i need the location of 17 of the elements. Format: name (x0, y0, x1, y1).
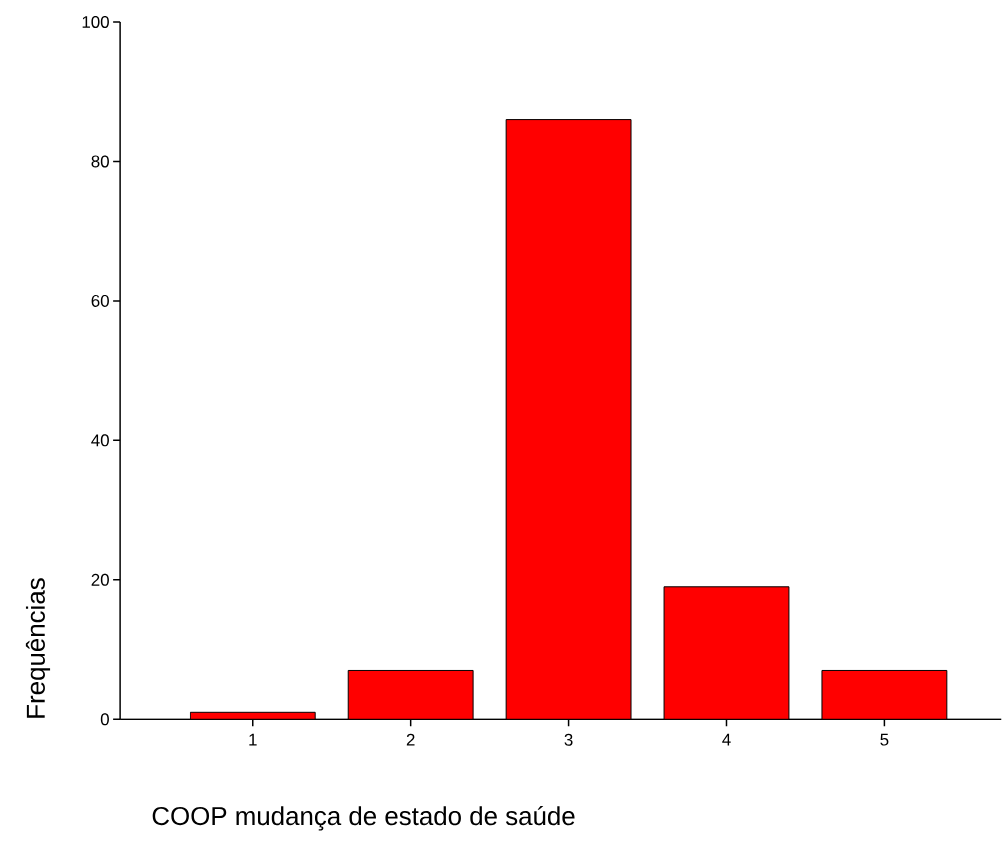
x-axis-title: COOP mudança de estado de saúde (152, 805, 575, 831)
y-tick-label: 80 (91, 155, 109, 168)
x-tick-label: 4 (722, 733, 731, 746)
x-tick-label: 1 (249, 733, 257, 746)
x-tick-label: 5 (880, 733, 889, 746)
bar (663, 586, 790, 720)
bar (347, 669, 474, 720)
x-tick-label: 2 (406, 733, 415, 746)
y-tick-label: 60 (91, 294, 109, 307)
y-tick-label: 100 (82, 15, 109, 28)
y-tick-label: 20 (91, 573, 109, 586)
y-axis-title: Frequências (25, 578, 51, 718)
x-tick-label: 3 (564, 733, 573, 746)
bar (505, 119, 632, 720)
y-tick-label: 0 (100, 713, 109, 726)
y-tick-label: 40 (91, 434, 109, 447)
bar (821, 669, 948, 720)
